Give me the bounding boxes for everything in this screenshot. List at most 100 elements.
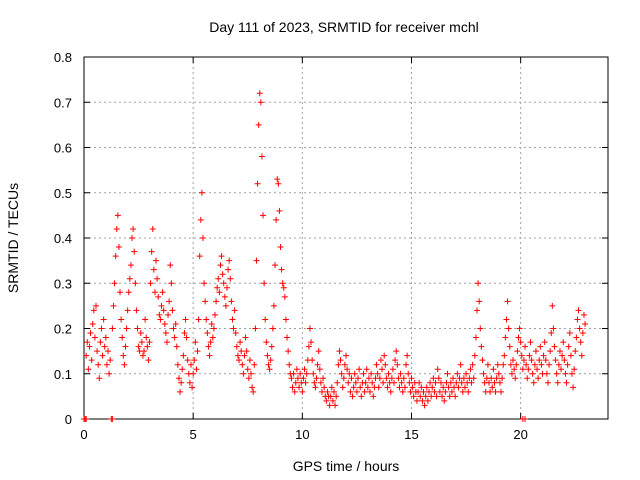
data-point xyxy=(262,316,269,323)
data-point xyxy=(217,262,224,269)
data-points xyxy=(81,90,589,422)
data-point xyxy=(275,180,282,187)
data-point xyxy=(213,298,220,305)
data-point xyxy=(280,284,287,291)
data-point xyxy=(522,343,529,350)
data-point xyxy=(194,348,201,355)
data-point xyxy=(320,375,327,382)
data-point xyxy=(226,257,233,264)
data-point xyxy=(202,298,209,305)
data-point xyxy=(356,366,363,373)
data-point xyxy=(368,370,375,377)
y-tick-label: 0.7 xyxy=(54,95,72,110)
chart-title: Day 111 of 2023, SRMTID for receiver mch… xyxy=(209,19,478,35)
data-point xyxy=(381,352,388,359)
x-tick-label: 20 xyxy=(513,427,527,442)
data-point xyxy=(397,370,404,377)
data-point xyxy=(286,361,293,368)
data-point xyxy=(100,316,107,323)
data-point xyxy=(530,379,537,386)
data-point xyxy=(114,212,121,219)
data-point xyxy=(216,289,223,296)
data-point xyxy=(423,384,430,391)
data-point xyxy=(189,384,196,391)
data-point xyxy=(157,316,164,323)
data-point xyxy=(234,352,241,359)
data-point xyxy=(440,384,447,391)
data-point xyxy=(564,361,571,368)
data-point xyxy=(475,280,482,287)
data-point xyxy=(96,375,103,382)
data-point xyxy=(529,370,536,377)
data-point xyxy=(474,307,480,314)
data-point xyxy=(559,352,566,359)
data-point xyxy=(445,384,452,391)
data-point xyxy=(417,393,424,400)
data-point xyxy=(395,375,402,382)
data-point xyxy=(439,393,446,400)
x-tick-label: 5 xyxy=(190,427,197,442)
data-point xyxy=(323,397,330,404)
data-point xyxy=(441,397,448,404)
data-point xyxy=(409,384,416,391)
data-point xyxy=(513,361,520,368)
data-point xyxy=(162,330,169,337)
data-point xyxy=(461,384,468,391)
data-point xyxy=(329,397,336,404)
data-point xyxy=(137,330,144,337)
data-point xyxy=(129,235,136,241)
data-point xyxy=(380,379,387,386)
data-point xyxy=(151,289,158,296)
data-point xyxy=(516,325,523,332)
data-point xyxy=(269,325,276,332)
data-point xyxy=(161,320,168,327)
data-point xyxy=(268,343,275,350)
data-point xyxy=(126,275,133,282)
data-point xyxy=(246,357,253,364)
data-point xyxy=(110,302,117,309)
data-point xyxy=(93,302,100,309)
data-point xyxy=(112,253,119,260)
data-point xyxy=(278,266,285,273)
data-point xyxy=(85,366,92,373)
data-point xyxy=(127,262,134,269)
data-point xyxy=(523,361,530,368)
data-point xyxy=(506,343,513,350)
data-point xyxy=(489,384,496,391)
data-point xyxy=(155,293,162,300)
data-point xyxy=(373,361,380,368)
data-point xyxy=(358,393,365,400)
data-point xyxy=(121,361,128,368)
data-point xyxy=(170,325,177,332)
data-point xyxy=(476,298,483,305)
data-point xyxy=(403,361,410,368)
data-point xyxy=(166,298,173,305)
data-point xyxy=(503,316,510,323)
data-point xyxy=(532,348,539,355)
data-point xyxy=(548,330,555,337)
data-point xyxy=(115,244,122,251)
data-point xyxy=(577,339,584,346)
data-point xyxy=(510,357,517,364)
data-point xyxy=(249,384,256,391)
data-point xyxy=(282,316,289,323)
data-point xyxy=(570,384,577,391)
data-point xyxy=(94,348,101,355)
data-point xyxy=(317,379,324,386)
data-point xyxy=(253,257,260,264)
data-point xyxy=(447,379,454,386)
data-point xyxy=(364,384,371,391)
data-point xyxy=(487,388,494,395)
data-point xyxy=(150,266,157,273)
data-point xyxy=(250,388,257,395)
data-point xyxy=(146,339,153,346)
data-point xyxy=(261,280,268,287)
data-point xyxy=(228,298,235,305)
data-point xyxy=(267,357,274,364)
data-point xyxy=(519,366,526,373)
data-point xyxy=(524,375,531,382)
data-point xyxy=(101,343,108,350)
data-point xyxy=(388,375,395,382)
data-point xyxy=(568,370,575,377)
data-point xyxy=(313,375,320,382)
